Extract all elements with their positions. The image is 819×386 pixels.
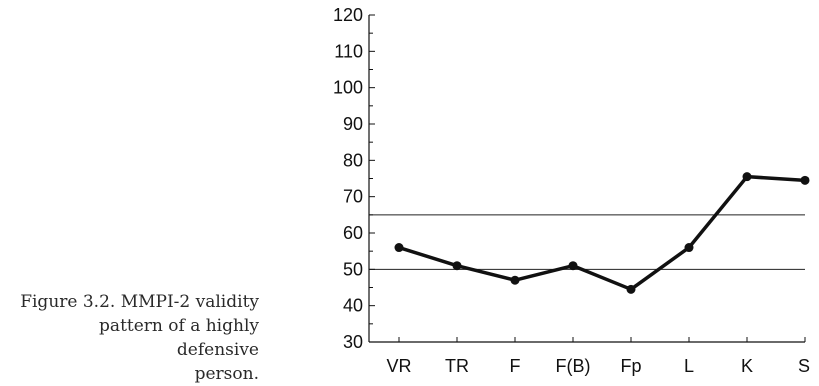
x-tick-label: F(B) xyxy=(556,356,591,376)
data-point-s xyxy=(800,175,810,185)
data-point-fp xyxy=(626,284,636,294)
series-line xyxy=(398,174,806,292)
data-point-f xyxy=(510,275,520,285)
x-tick-label: TR xyxy=(445,356,469,376)
data-point-vr xyxy=(394,243,404,253)
caption-line-1: Figure 3.2. MMPI-2 validity xyxy=(20,292,259,312)
x-tick-label: S xyxy=(798,356,810,376)
y-tick-label: 80 xyxy=(343,150,363,170)
data-point-l xyxy=(684,243,694,253)
y-tick-label: 50 xyxy=(343,259,363,279)
data-point-fb xyxy=(568,261,578,271)
y-tick-label: 40 xyxy=(343,296,363,316)
data-point-k xyxy=(742,172,752,182)
y-tick-label: 100 xyxy=(333,78,363,98)
caption-line-2: pattern of a highly defensive xyxy=(99,316,259,360)
y-tick-label: 110 xyxy=(334,41,363,61)
x-tick-label: L xyxy=(684,356,694,376)
y-tick-label: 60 xyxy=(343,223,363,243)
y-tick-label: 120 xyxy=(333,5,363,25)
y-tick-label: 90 xyxy=(343,114,363,134)
y-tick-label: 70 xyxy=(343,187,363,207)
x-tick-label: K xyxy=(741,356,753,376)
y-tick-label: 30 xyxy=(343,332,363,352)
x-tick-label: Fp xyxy=(620,356,641,376)
validity-chart: 30 40 50 60 70 80 90 100 110 120 VR TR F F(B) Fp L K S xyxy=(333,5,810,376)
x-tick-label: VR xyxy=(386,356,411,376)
x-tick-label: F xyxy=(510,356,521,376)
data-point-tr xyxy=(452,261,462,271)
figure-caption: Figure 3.2. MMPI-2 validity pattern of a… xyxy=(19,290,259,386)
